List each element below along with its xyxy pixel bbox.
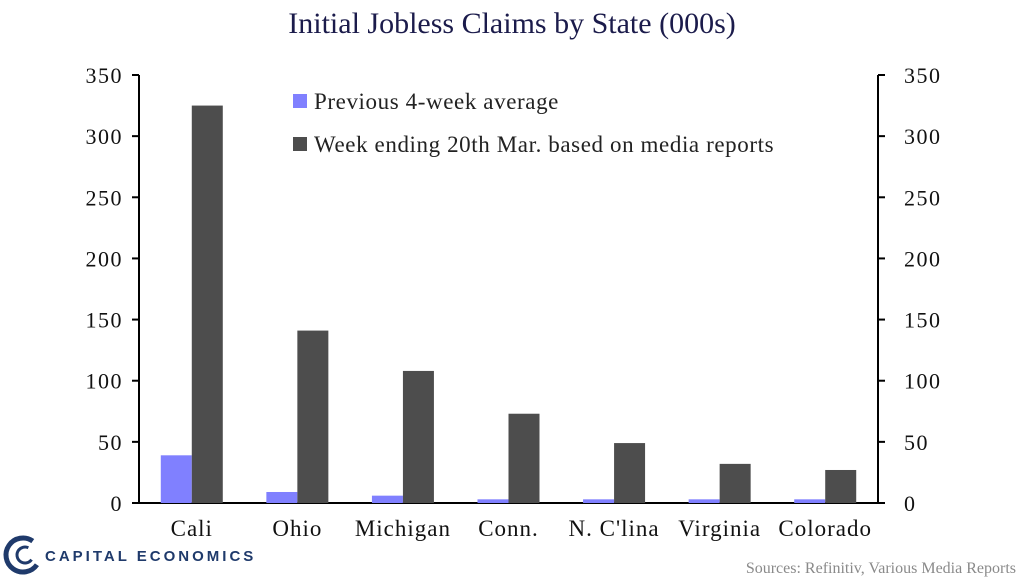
bars [160, 105, 857, 504]
capital-economics-logo: CAPITAL ECONOMICS [3, 535, 256, 575]
category-label: Cali [171, 516, 213, 541]
right-tick-label: 350 [904, 63, 942, 88]
right-tick-label: 200 [904, 246, 942, 271]
right-tick-label: 150 [904, 308, 942, 333]
right-tick-label: 0 [904, 491, 917, 516]
legend-label-prev-4wk: Previous 4-week average [314, 89, 559, 114]
logo-mark-icon [3, 535, 43, 575]
right-tick-label: 250 [904, 185, 942, 210]
category-labels: Cali Ohio Michigan Conn. N. C'lina Virginia Co… [171, 516, 872, 541]
bar-prev-4wk-2 [371, 495, 403, 503]
left-tick-label: 250 [86, 185, 124, 210]
category-label: Michigan [355, 516, 451, 541]
bar-prev-4wk-6 [794, 499, 826, 503]
left-tick-label: 100 [86, 369, 124, 394]
left-tick-label: 350 [86, 63, 124, 88]
category-label: N. C'lina [569, 516, 660, 541]
chart-title: Initial Jobless Claims by State (000s) [288, 7, 735, 40]
bar-prev-4wk-4 [583, 499, 615, 503]
plot-area: 0 50 100 150 200 250 300 350 0 50 100 150 200 250 300… [86, 63, 942, 541]
bar-prev-4wk-1 [266, 491, 298, 503]
logo-mark-inner-icon [15, 545, 35, 565]
left-axis-ticks: 0 50 100 150 200 250 300 350 [86, 63, 139, 516]
category-label: Ohio [272, 516, 322, 541]
category-label: Colorado [778, 516, 872, 541]
legend-swatch-week-ending [293, 137, 307, 151]
bar-week-ending-6 [825, 469, 857, 503]
category-label: Conn. [478, 516, 539, 541]
category-label: Virginia [678, 516, 761, 541]
legend: Previous 4-week average Week ending 20th… [293, 89, 774, 157]
bar-week-ending-2 [402, 370, 434, 503]
source-note: Sources: Refinitiv, Various Media Report… [746, 560, 1016, 577]
left-tick-label: 0 [111, 491, 124, 516]
left-tick-label: 200 [86, 246, 124, 271]
legend-swatch-prev-4wk [293, 94, 307, 108]
left-tick-label: 50 [98, 430, 123, 455]
legend-label-week-ending: Week ending 20th Mar. based on media rep… [314, 132, 774, 157]
right-axis-ticks: 0 50 100 150 200 250 300 350 [878, 63, 942, 516]
bar-week-ending-3 [508, 413, 540, 503]
left-tick-label: 150 [86, 308, 124, 333]
bar-prev-4wk-3 [477, 499, 509, 503]
bar-week-ending-1 [297, 330, 329, 503]
bar-week-ending-5 [719, 463, 751, 503]
right-tick-label: 50 [904, 430, 929, 455]
left-tick-label: 300 [86, 124, 124, 149]
bar-week-ending-4 [614, 443, 646, 503]
bar-prev-4wk-0 [160, 455, 192, 503]
bar-week-ending-0 [191, 105, 223, 504]
right-tick-label: 100 [904, 369, 942, 394]
logo-text: CAPITAL ECONOMICS [45, 548, 256, 565]
right-tick-label: 300 [904, 124, 942, 149]
bar-prev-4wk-5 [688, 499, 720, 503]
